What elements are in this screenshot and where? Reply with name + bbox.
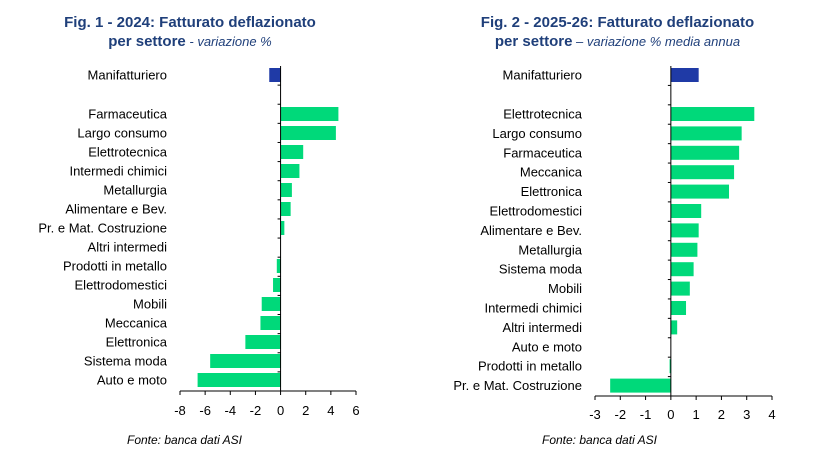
chart2-category-label: Mobili: [548, 281, 582, 296]
chart2-category-label: Alimentare e Bev.: [480, 223, 582, 238]
chart2-x-tick-label: 4: [768, 407, 775, 422]
chart1-category-label: Elettronica: [106, 335, 168, 350]
chart2-x-tick-label: -3: [589, 407, 601, 422]
chart2-category-label: Largo consumo: [492, 126, 582, 141]
chart2-bar: [610, 378, 671, 393]
chart2-bar: [670, 262, 694, 277]
chart1-category-label: Sistema moda: [84, 354, 168, 369]
chart1-category-label: Elettrodomestici: [75, 278, 168, 293]
chart1-bar: [260, 316, 281, 330]
chart1-bar: [280, 126, 336, 140]
chart2-bar-highlight: [670, 68, 699, 82]
chart2-category-label: Intermedi chimici: [484, 301, 582, 316]
chart1-bar: [280, 183, 292, 197]
chart1-category-label: Mobili: [133, 297, 167, 312]
chart2-category-label: Farmaceutica: [503, 145, 583, 160]
chart1-bar: [261, 297, 281, 311]
chart2-bar: [670, 301, 687, 315]
chart1-category-label: Intermedi chimici: [69, 164, 167, 179]
chart2-source: Fonte: banca dati ASI: [542, 433, 657, 447]
chart1-x-tick-label: 0: [277, 403, 284, 418]
chart2-title-line1: Fig. 2 - 2025-26: Fatturato deflazionato: [480, 14, 755, 31]
chart2-title: Fig. 2 - 2025-26: Fatturato deflazionato…: [440, 13, 795, 51]
chart1-bar: [245, 335, 281, 349]
chart1-category-label: Farmaceutica: [88, 107, 168, 122]
chart1-plot: Manifatturiero Farmaceutica Largo consumo E…: [38, 66, 360, 418]
chart2-bar: [669, 359, 671, 374]
chart2-bar: [670, 242, 698, 257]
chart2-category-label: Pr. e Mat. Costruzione: [453, 378, 582, 393]
chart2-bar: [670, 184, 730, 199]
chart1-category-label: Meccanica: [105, 316, 168, 331]
chart2-subtitle: – variazione % media annua: [572, 34, 741, 49]
chart2-x-tick-label: -2: [615, 407, 627, 422]
chart1-bar: [280, 164, 300, 178]
chart1-x-tick-label: 2: [302, 403, 309, 418]
chart1-x-tick-label: 6: [352, 403, 359, 418]
chart2-x-tick-label: 3: [743, 407, 750, 422]
chart1-bar: [273, 278, 281, 292]
chart2-plot: Manifatturiero Elettrotecnica Largo consum…: [453, 66, 776, 422]
chart1-bar-highlight: [269, 68, 281, 82]
chart1-category-label: Pr. e Mat. Costruzione: [38, 221, 167, 236]
chart2-x-tick-label: 0: [667, 407, 674, 422]
chart2-bar: [670, 223, 699, 238]
chart1-x-tick-label: -2: [250, 403, 262, 418]
chart1-x-tick-label: -4: [225, 403, 237, 418]
chart2-category-label: Elettrodomestici: [490, 204, 583, 219]
chart2-bar: [670, 107, 755, 121]
chart2-bar: [670, 320, 678, 335]
chart1-source: Fonte: banca dati ASI: [127, 433, 242, 447]
chart2-category-label: Metallurgia: [518, 242, 582, 257]
chart1-category-label: Metallurgia: [103, 183, 167, 198]
chart1-bar: [280, 145, 304, 159]
chart2-label-highlight: Manifatturiero: [503, 68, 582, 83]
chart2-title-line2: per settore: [494, 33, 573, 50]
chart1-category-label: Largo consumo: [77, 126, 167, 141]
chart1-category-label: Altri intermedi: [88, 240, 168, 255]
chart1-title-line2: per settore: [108, 33, 186, 50]
chart1-title-line1: Fig. 1 - 2024: Fatturato deflazionato: [64, 14, 316, 31]
chart1-bar: [280, 221, 285, 235]
chart2-bar: [670, 145, 740, 160]
chart2-category-label: Sistema moda: [499, 262, 583, 277]
chart2-category-label: Altri intermedi: [503, 320, 583, 335]
chart1-title: Fig. 1 - 2024: Fatturato deflazionato pe…: [40, 13, 340, 51]
chart1-x-tick-label: 4: [327, 403, 334, 418]
chart2-category-label: Elettronica: [521, 184, 583, 199]
chart1-category-label: Alimentare e Bev.: [65, 202, 167, 217]
chart1-x-tick-label: -8: [174, 403, 186, 418]
chart2-bar: [670, 165, 735, 180]
chart1-category-label: Prodotti in metallo: [63, 259, 167, 274]
chart2-bar: [670, 281, 690, 296]
chart1-bar: [210, 354, 281, 368]
chart2-category-label: Auto e moto: [512, 339, 582, 354]
chart2-x-tick-label: 1: [693, 407, 700, 422]
chart2-x-tick-label: -1: [640, 407, 652, 422]
chart1-category-label: Auto e moto: [97, 373, 167, 388]
chart2-category-label: Elettrotecnica: [503, 107, 583, 122]
chart2-x-tick-label: 2: [718, 407, 725, 422]
chart1-bar: [276, 259, 281, 273]
chart2-bar: [670, 204, 702, 218]
chart1-label-highlight: Manifatturiero: [88, 68, 167, 83]
chart1-bar: [197, 373, 281, 387]
chart1-bar: [280, 107, 339, 121]
chart1-category-label: Elettrotecnica: [88, 145, 168, 160]
chart1-subtitle: - variazione %: [185, 34, 272, 49]
chart2-category-label: Prodotti in metallo: [478, 359, 582, 374]
chart1-x-tick-label: -6: [199, 403, 211, 418]
chart2-category-label: Meccanica: [520, 165, 583, 180]
chart1-bar: [280, 202, 291, 216]
chart2-bar: [670, 126, 742, 141]
